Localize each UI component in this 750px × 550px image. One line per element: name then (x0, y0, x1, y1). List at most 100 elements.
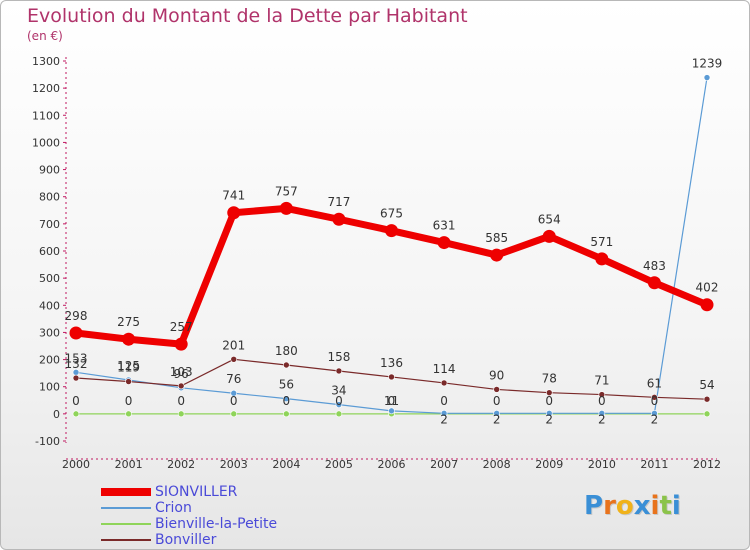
data-point (177, 410, 185, 418)
data-point (703, 410, 711, 418)
logo-letter: x (633, 491, 651, 521)
data-label: 158 (327, 350, 350, 364)
logo-letter: r (603, 491, 616, 521)
data-point (335, 401, 343, 408)
data-point (335, 410, 343, 418)
x-tick-label: 2007 (430, 458, 458, 471)
data-label: 0 (545, 394, 553, 408)
data-point (283, 361, 290, 369)
data-label: 2 (598, 412, 606, 426)
data-label: 180 (275, 344, 298, 358)
data-label: 571 (590, 235, 613, 249)
chart-title: Evolution du Montant de la Dette par Hab… (27, 5, 468, 27)
data-label: 741 (222, 189, 245, 203)
data-point (493, 386, 500, 393)
data-label: 54 (699, 378, 714, 392)
data-point (703, 395, 711, 403)
data-point (125, 410, 132, 418)
x-tick-label: 2000 (62, 458, 90, 471)
data-point (332, 212, 346, 226)
data-label: 402 (696, 281, 719, 295)
data-label: 103 (170, 365, 193, 379)
x-tick-label: 2006 (378, 458, 406, 471)
x-tick-label: 2012 (693, 458, 721, 471)
y-tick-label: 1200 (32, 82, 60, 95)
data-point (230, 355, 238, 363)
y-tick-label: 600 (39, 245, 60, 258)
x-tick-label: 2001 (115, 458, 143, 471)
data-point (72, 374, 80, 382)
data-point (283, 410, 290, 418)
data-label: 1239 (692, 57, 723, 71)
y-tick-label: 1100 (32, 109, 60, 122)
data-label: 0 (440, 394, 448, 408)
logo-letter: i (650, 491, 660, 521)
data-label: 90 (489, 368, 504, 382)
x-tick-label: 2008 (483, 458, 511, 471)
data-point (440, 379, 448, 387)
data-label: 2 (651, 412, 659, 426)
data-label: 11 (384, 394, 399, 408)
data-label: 2 (440, 412, 448, 426)
data-label: 153 (65, 351, 88, 365)
data-label: 0 (125, 394, 133, 408)
data-label: 275 (117, 315, 140, 329)
x-tick-label: 2004 (272, 458, 300, 471)
legend-item-crion: Crion (101, 501, 277, 517)
x-tick-label: 2003 (220, 458, 248, 471)
data-point (700, 298, 714, 312)
y-tick-label: 400 (39, 299, 60, 312)
data-point (388, 373, 395, 381)
legend-item-sionviller: SIONVILLER (101, 485, 277, 501)
y-tick-label: 0 (53, 408, 60, 421)
data-point (283, 395, 290, 402)
y-tick-label: 500 (39, 272, 60, 285)
y-tick-label: -100 (35, 435, 60, 448)
y-tick-label: 900 (39, 164, 60, 177)
data-point (437, 236, 451, 250)
legend-item-bienville: Bienville-la-Petite (101, 517, 277, 533)
y-tick-label: 700 (39, 218, 60, 231)
data-label: 136 (380, 356, 403, 370)
data-label: 71 (594, 374, 609, 388)
data-label: 757 (275, 184, 298, 198)
data-label: 2 (545, 412, 553, 426)
data-label: 96 (174, 367, 189, 381)
data-point (279, 201, 293, 215)
data-label: 0 (598, 394, 606, 408)
y-tick-label: 200 (39, 354, 60, 367)
data-point (647, 276, 661, 290)
data-point (493, 410, 500, 417)
data-point (230, 389, 238, 397)
data-point (598, 391, 606, 398)
data-label: 298 (65, 309, 88, 323)
data-point (125, 378, 132, 385)
data-label: 0 (283, 394, 291, 408)
data-label: 0 (335, 394, 343, 408)
data-point (177, 382, 185, 390)
data-label: 76 (226, 372, 241, 386)
data-point (230, 410, 238, 418)
logo-letter: P (584, 491, 604, 521)
data-label: 61 (647, 376, 662, 390)
data-label: 34 (331, 384, 346, 398)
data-label: 631 (433, 219, 456, 233)
data-label: 0 (230, 394, 238, 408)
legend-label-crion: Crion (155, 500, 192, 516)
y-tick-label: 100 (39, 381, 60, 394)
logo-letter: o (615, 491, 634, 521)
data-point (703, 74, 711, 81)
data-point (69, 326, 83, 340)
legend-swatch-crion (101, 507, 151, 509)
data-label: 56 (279, 378, 294, 392)
x-tick-label: 2005 (325, 458, 353, 471)
data-label: 0 (651, 394, 659, 408)
data-point (72, 410, 80, 418)
data-label: 257 (170, 320, 193, 334)
data-label: 0 (493, 394, 501, 408)
legend-label-sionviller: SIONVILLER (155, 484, 238, 500)
y-tick-label: 1300 (32, 55, 60, 68)
data-point (542, 229, 556, 243)
data-label: 483 (643, 259, 666, 273)
